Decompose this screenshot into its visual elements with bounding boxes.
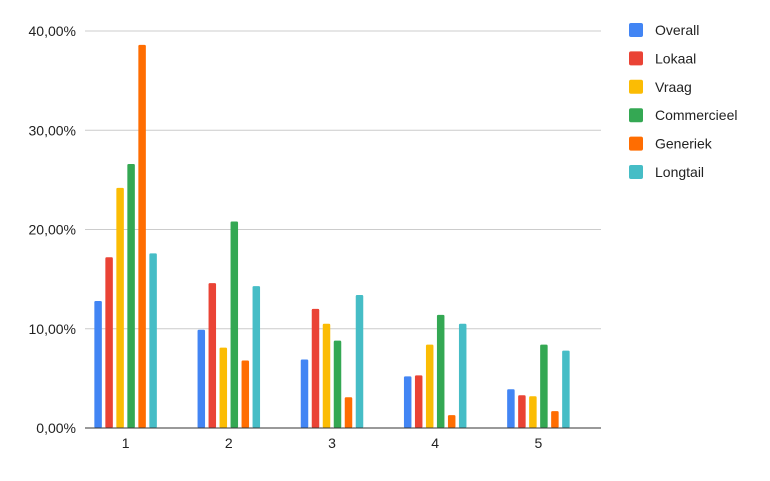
bar-overall-1 — [94, 300, 102, 428]
bar-commercieel-4 — [436, 314, 445, 428]
bar-generiek-1 — [138, 44, 146, 429]
legend-label-overall[interactable]: Overall — [655, 22, 699, 38]
x-tick-label: 1 — [122, 435, 130, 451]
gridlines — [85, 30, 601, 330]
bar-longtail-2 — [252, 286, 261, 428]
bar-generiek-5 — [551, 411, 559, 428]
y-tick-label: 20,00% — [29, 222, 76, 238]
bar-overall-2 — [197, 329, 206, 428]
legend-label-generiek[interactable]: Generiek — [655, 136, 713, 152]
bar-overall-5 — [507, 389, 515, 428]
y-tick-label: 40,00% — [29, 23, 76, 39]
x-axis-tick-labels: 1 2 3 4 5 — [122, 435, 543, 451]
bar-vraag-2 — [219, 347, 228, 428]
legend-swatch-overall — [629, 23, 643, 37]
x-tick-label: 2 — [225, 435, 233, 451]
bar-overall-3 — [300, 359, 309, 428]
bar-vraag-4 — [425, 344, 434, 428]
legend-swatch-commercieel — [629, 108, 643, 123]
bar-longtail-3 — [355, 295, 364, 428]
legend-label-lokaal[interactable]: Lokaal — [655, 50, 696, 66]
legend-label-commercieel[interactable]: Commercieel — [655, 107, 737, 123]
x-tick-label: 3 — [328, 435, 336, 451]
bar-longtail-4 — [458, 323, 467, 428]
bar-commercieel-5 — [540, 344, 548, 428]
bar-lokaal-4 — [414, 375, 423, 428]
bar-lokaal-2 — [208, 283, 217, 428]
bar-lokaal-1 — [105, 257, 113, 428]
y-tick-label: 10,00% — [29, 321, 76, 337]
bar-generiek-2 — [241, 360, 250, 428]
bar-commercieel-3 — [333, 340, 342, 428]
y-axis-tick-labels: 0,00% 10,00% 20,00% 30,00% 40,00% — [29, 23, 76, 436]
bar-commercieel-1 — [127, 163, 135, 428]
bars — [94, 44, 570, 429]
bar-generiek-4 — [447, 415, 456, 428]
legend[interactable]: Overall Lokaal Vraag Commercieel Generiek Lon… — [629, 22, 737, 180]
bar-overall-4 — [403, 376, 412, 428]
bar-vraag-3 — [322, 323, 331, 428]
bar-generiek-3 — [344, 397, 353, 428]
legend-label-vraag[interactable]: Vraag — [655, 79, 692, 95]
y-tick-label: 0,00% — [36, 420, 76, 436]
x-tick-label: 4 — [431, 435, 439, 451]
legend-swatch-lokaal — [629, 51, 643, 66]
legend-swatch-generiek — [629, 136, 643, 151]
bar-vraag-5 — [529, 396, 537, 428]
bar-lokaal-3 — [311, 308, 320, 428]
bar-longtail-5 — [562, 350, 570, 428]
y-tick-label: 30,00% — [29, 122, 76, 138]
legend-swatch-vraag — [629, 79, 643, 94]
bar-longtail-1 — [149, 253, 157, 428]
bar-vraag-1 — [116, 187, 124, 428]
x-tick-label: 5 — [535, 435, 543, 451]
legend-label-longtail[interactable]: Longtail — [655, 164, 704, 180]
bar-lokaal-5 — [518, 395, 526, 428]
legend-swatch-longtail — [629, 165, 643, 179]
bar-commercieel-2 — [230, 221, 239, 428]
